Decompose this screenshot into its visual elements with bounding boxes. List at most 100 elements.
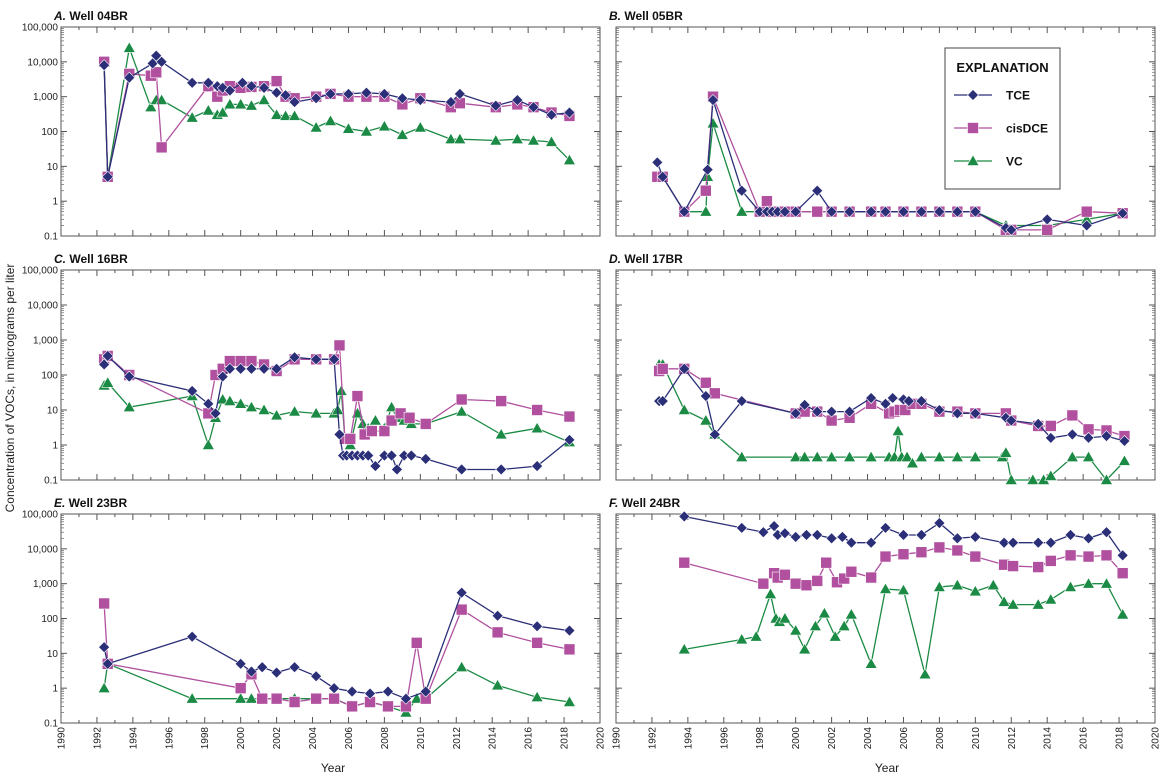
data-point-cisdce bbox=[366, 425, 378, 437]
data-point-cisdce bbox=[333, 339, 346, 352]
data-point-vc bbox=[950, 450, 964, 462]
data-point-cisdce bbox=[915, 546, 928, 559]
data-point-vc bbox=[562, 695, 576, 707]
panel-well-name: Well 17BR bbox=[624, 252, 683, 266]
data-point-cisdce bbox=[811, 205, 824, 218]
data-point-vc bbox=[234, 397, 248, 409]
data-point-tce bbox=[563, 624, 576, 637]
data-point-tce bbox=[1082, 532, 1095, 545]
series-tce bbox=[98, 586, 576, 705]
data-point-vc bbox=[918, 667, 932, 680]
data-point-tce bbox=[531, 620, 544, 633]
y-tick-label: 10,000 bbox=[27, 544, 58, 555]
data-point-vc bbox=[234, 692, 248, 704]
data-point-tce bbox=[223, 84, 236, 97]
y-tick-label: 1 bbox=[52, 684, 58, 695]
data-point-vc bbox=[201, 103, 215, 116]
panel-letter: F. bbox=[609, 496, 622, 510]
data-point-tce bbox=[245, 665, 258, 678]
data-point-vc bbox=[530, 690, 544, 703]
data-point-tce bbox=[1066, 428, 1079, 441]
data-point-cisdce bbox=[789, 577, 802, 590]
data-point-cisdce bbox=[656, 363, 669, 375]
data-point-tce bbox=[1041, 213, 1054, 226]
data-point-vc bbox=[1082, 577, 1096, 589]
data-point-vc bbox=[999, 446, 1013, 458]
data-point-tce bbox=[563, 106, 576, 119]
data-point-cisdce bbox=[98, 597, 110, 610]
data-point-vc bbox=[1004, 473, 1018, 485]
data-point-tce bbox=[915, 529, 928, 541]
data-point-tce bbox=[186, 385, 199, 397]
x-tick-label: 2002 bbox=[272, 727, 283, 750]
data-point-vc bbox=[244, 99, 258, 111]
data-point-tce bbox=[800, 529, 813, 541]
data-point-vc bbox=[279, 109, 293, 121]
data-point-cisdce bbox=[709, 387, 721, 400]
data-point-tce bbox=[933, 517, 946, 529]
data-point-tce bbox=[879, 521, 892, 534]
data-point-tce bbox=[897, 205, 910, 218]
data-point-cisdce bbox=[678, 556, 691, 569]
data-point-cisdce bbox=[563, 410, 576, 423]
data-point-vc bbox=[544, 135, 559, 147]
data-point-cisdce bbox=[1080, 205, 1093, 218]
data-point-vc bbox=[900, 450, 914, 462]
data-point-tce bbox=[362, 449, 375, 462]
data-point-vc bbox=[932, 450, 946, 462]
legend-title: EXPLANATION bbox=[956, 60, 1048, 75]
data-point-tce bbox=[735, 184, 748, 197]
data-point-vc bbox=[1117, 454, 1131, 466]
data-point-tce bbox=[656, 170, 669, 183]
data-point-vc bbox=[562, 153, 576, 165]
data-point-tce bbox=[678, 205, 691, 218]
series-cisdce bbox=[98, 597, 576, 713]
data-point-tce bbox=[778, 205, 791, 218]
y-tick-label: 1,000 bbox=[33, 336, 58, 347]
data-point-cisdce bbox=[779, 568, 791, 581]
data-point-cisdce bbox=[531, 404, 543, 416]
data-point-vc bbox=[843, 450, 857, 462]
legend-entry-tce: TCE bbox=[954, 89, 1030, 103]
x-tick-label: 2000 bbox=[236, 727, 247, 750]
data-point-tce bbox=[310, 353, 323, 366]
data-point-tce bbox=[150, 49, 163, 62]
data-point-tce bbox=[865, 205, 878, 218]
x-tick-label: 2016 bbox=[1079, 727, 1090, 750]
data-point-vc bbox=[309, 120, 323, 133]
data-point-vc bbox=[270, 108, 284, 120]
data-point-tce bbox=[879, 397, 892, 410]
data-point-tce bbox=[969, 407, 982, 420]
data-point-tce bbox=[123, 370, 136, 383]
data-point-tce bbox=[825, 205, 838, 218]
data-point-tce bbox=[216, 370, 229, 383]
x-tick-label: 1992 bbox=[92, 727, 103, 750]
x-axis-label-right: Year bbox=[875, 761, 899, 775]
data-point-vc bbox=[828, 630, 842, 642]
x-tick-label: 2020 bbox=[596, 727, 607, 750]
data-point-tce bbox=[735, 521, 748, 534]
data-point-tce bbox=[735, 395, 748, 407]
data-point-cisdce bbox=[351, 390, 364, 402]
data-point-cisdce bbox=[1041, 224, 1053, 236]
panel-3: C. Well 16BR 0.1 1 10 100 1,000 10,000 100,000 bbox=[22, 252, 601, 487]
data-point-vc bbox=[223, 97, 237, 110]
panel-letter: B. bbox=[609, 9, 624, 23]
panel-title: F. Well 24BR bbox=[609, 496, 680, 510]
data-point-tce bbox=[155, 55, 168, 68]
data-point-vc bbox=[257, 403, 271, 415]
data-point-tce bbox=[757, 526, 770, 539]
data-point-vc bbox=[699, 205, 713, 217]
data-point-tce bbox=[843, 205, 856, 218]
data-point-tce bbox=[310, 92, 323, 105]
data-point-cisdce bbox=[410, 637, 423, 649]
data-point-tce bbox=[419, 685, 432, 698]
panel-4: D. Well 17BR bbox=[609, 252, 1156, 485]
data-point-vc bbox=[1082, 450, 1096, 462]
data-point-tce bbox=[897, 529, 910, 541]
data-point-tce bbox=[678, 362, 691, 375]
x-tick-label: 2018 bbox=[1115, 727, 1126, 750]
panel-well-name: Well 23BR bbox=[69, 496, 128, 510]
data-point-vc bbox=[997, 595, 1011, 607]
data-point-cisdce bbox=[270, 692, 283, 705]
